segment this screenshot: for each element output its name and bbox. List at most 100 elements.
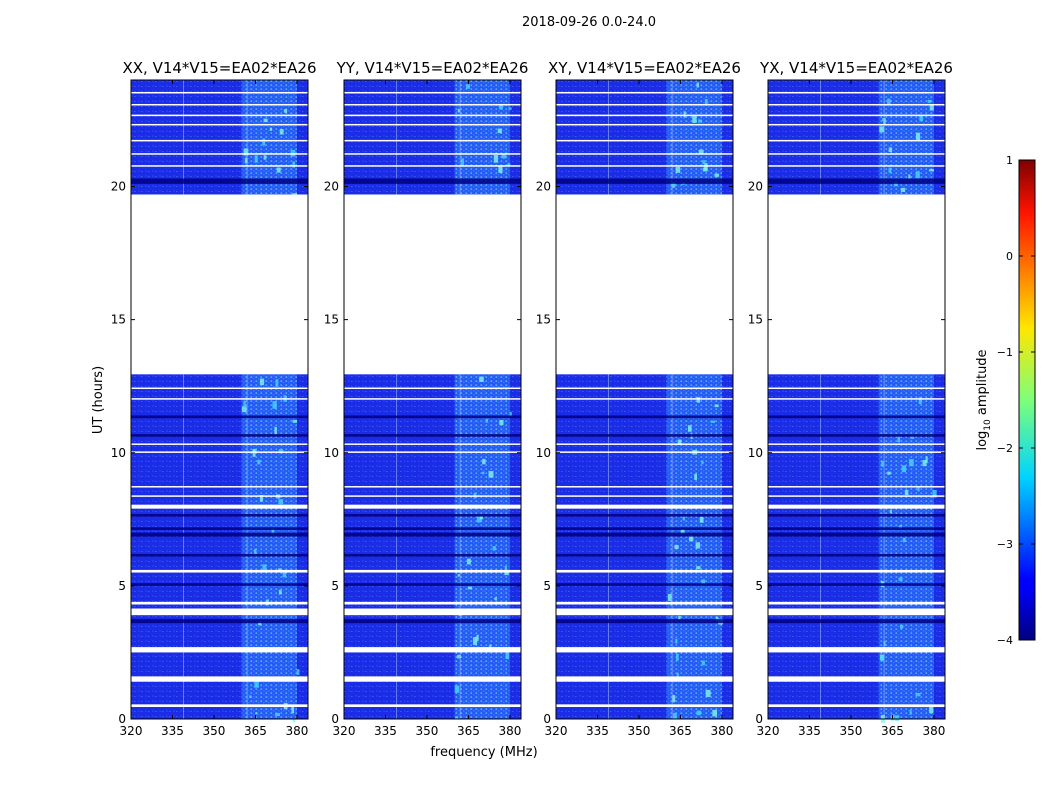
dark-band — [131, 583, 308, 586]
flagged-band — [131, 647, 308, 653]
rfi-spot — [904, 489, 909, 496]
rfi-spot — [714, 173, 719, 177]
flagged-band — [131, 103, 308, 106]
data-gap — [131, 194, 308, 375]
flagged-band — [556, 123, 733, 126]
x-tick-label: 335 — [798, 724, 821, 738]
rfi-spot — [680, 528, 685, 535]
dark-band — [768, 434, 945, 437]
flagged-band — [344, 504, 521, 509]
rfi-spot — [274, 426, 277, 435]
suptitle: 2018-09-26 0.0-24.0 — [522, 15, 656, 30]
dark-band — [556, 513, 733, 517]
flagged-band — [556, 91, 733, 94]
rfi-spot — [887, 471, 891, 475]
rfi-spot — [498, 103, 503, 110]
rfi-spot — [263, 118, 268, 123]
rfi-spot — [899, 624, 904, 629]
flagged-band — [344, 451, 521, 453]
x-tick-label: 320 — [757, 724, 780, 738]
dark-band — [131, 619, 308, 624]
rfi-spot — [292, 718, 296, 723]
dark-band — [344, 434, 521, 437]
rfi-spot — [677, 439, 682, 445]
rfi-spot — [290, 149, 296, 157]
dark-band — [556, 583, 733, 586]
x-tick-label: 380 — [498, 724, 521, 738]
y-tick-label: 15 — [324, 313, 339, 327]
rfi-spot — [271, 528, 275, 535]
y-tick-label: 0 — [118, 712, 126, 726]
rfi-spot — [893, 181, 898, 187]
rfi-spot — [881, 118, 885, 122]
x-axis-label: frequency (MHz) — [430, 745, 537, 760]
rfi-spot — [909, 709, 912, 715]
rfi-spot — [683, 111, 686, 118]
rfi-spot — [927, 99, 932, 103]
axes-frame — [555, 79, 734, 720]
rfi-spot — [457, 654, 461, 659]
x-tick-label: 380 — [922, 724, 945, 738]
x-tick-label: 350 — [840, 724, 863, 738]
x-tick-label: 320 — [120, 724, 143, 738]
rfi-spot — [674, 545, 679, 549]
flagged-band — [344, 153, 521, 155]
y-tick-label: 10 — [324, 446, 339, 460]
flagged-band — [768, 647, 945, 653]
flagged-band — [768, 443, 945, 445]
rfi-spot — [883, 640, 886, 646]
rfi-spot — [292, 420, 298, 423]
rfi-spot — [472, 637, 478, 645]
flagged-band — [768, 569, 945, 573]
rfi-spot — [880, 655, 885, 662]
y-tick-label: 15 — [111, 313, 126, 327]
rfi-spot — [897, 436, 901, 443]
dark-band — [344, 532, 521, 537]
flagged-band — [131, 153, 308, 155]
rfi-spot — [254, 155, 258, 163]
rfi-spot — [278, 499, 284, 505]
flagged-band — [768, 153, 945, 155]
flagged-band — [131, 443, 308, 445]
dark-band — [556, 619, 733, 624]
colorbar-label-sub: 10 — [983, 419, 993, 431]
x-tick-label: 350 — [203, 724, 226, 738]
y-tick-label: 10 — [111, 446, 126, 460]
flagged-band — [768, 123, 945, 126]
x-tick-label: 365 — [669, 724, 692, 738]
rfi-spot — [919, 115, 924, 121]
axes-frame — [130, 79, 309, 720]
rfi-spot — [672, 181, 676, 188]
flagged-band — [768, 91, 945, 94]
rfi-spot — [466, 558, 471, 565]
rfi-spot — [262, 564, 267, 571]
dark-band — [344, 178, 521, 184]
y-tick-label: 20 — [324, 180, 339, 194]
y-tick-label: 5 — [755, 579, 763, 593]
flagged-band — [556, 704, 733, 708]
data-gap — [344, 194, 521, 375]
rfi-spot — [497, 128, 502, 134]
rfi-spot — [499, 419, 504, 426]
rfi-spot — [243, 148, 249, 156]
bright-band-texture — [454, 374, 510, 719]
rfi-spot — [249, 695, 252, 698]
rfi-spot — [888, 167, 892, 173]
rfi-spot — [879, 126, 885, 133]
flagged-band — [768, 495, 945, 497]
rfi-spot — [461, 158, 464, 166]
dark-band — [768, 583, 945, 586]
bright-band-texture — [878, 374, 934, 719]
rfi-spot — [917, 486, 920, 492]
rfi-spot — [282, 571, 287, 578]
flagged-band — [131, 601, 308, 605]
y-tick-label: 5 — [331, 579, 339, 593]
axes-frame — [767, 79, 946, 720]
rfi-spot — [504, 565, 507, 573]
rfi-spot — [481, 471, 485, 475]
dark-band — [768, 553, 945, 557]
x-tick-label: 320 — [333, 724, 356, 738]
flagged-band — [344, 398, 521, 400]
rfi-spot — [888, 147, 893, 153]
flagged-band — [131, 486, 308, 488]
